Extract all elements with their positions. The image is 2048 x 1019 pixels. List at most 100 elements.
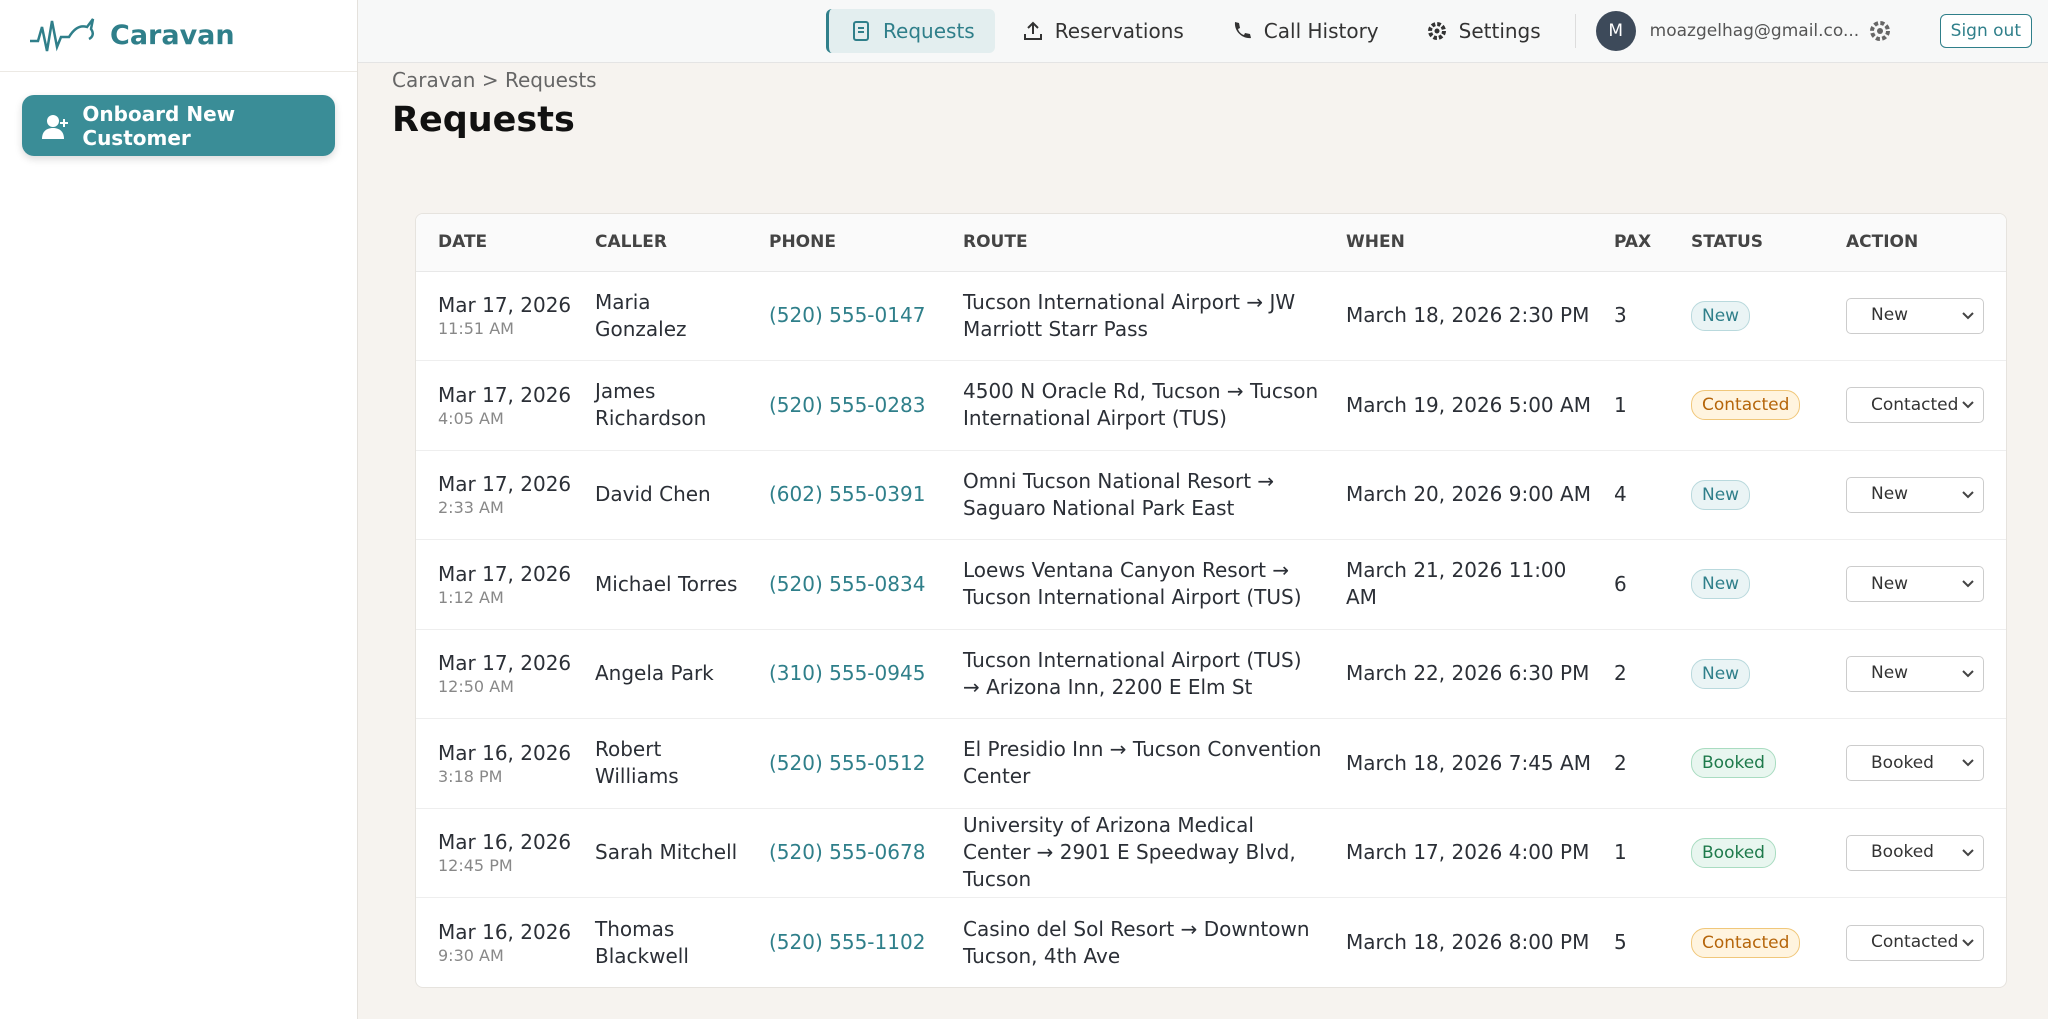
avatar[interactable]: M (1595, 11, 1636, 51)
caller: David Chen (573, 450, 747, 540)
status-pill: New (1691, 569, 1751, 600)
action-cell: Contacted (1824, 898, 2006, 988)
chevron (1962, 491, 1974, 499)
nav-icon (853, 21, 870, 41)
action-select[interactable]: Contacted (1846, 924, 1984, 961)
date-cell: Mar 17, 2026 12:50 AM (416, 629, 573, 719)
chevron (1962, 670, 1974, 678)
nav-label: Requests (883, 19, 975, 43)
status-cell: Contacted (1669, 898, 1824, 988)
pax: 1 (1592, 360, 1669, 451)
nav-item[interactable]: Settings (1405, 9, 1561, 53)
caller: Thomas Blackwell (595, 916, 689, 968)
phone[interactable]: (520) 555-0147 (747, 271, 941, 361)
nav-item[interactable]: Reservations (1001, 9, 1204, 53)
phone[interactable]: (520) 555-0678 (747, 808, 941, 898)
logo (30, 17, 95, 51)
nav-label: Settings (1458, 19, 1541, 43)
date-cell: Mar 17, 2026 4:05 AM (416, 360, 573, 451)
request-row: Mar 17, 2026 2:33 AM David Chen (602) 555-0… (416, 450, 2006, 540)
route: Omni Tucson National Resort → Saguaro Na… (941, 450, 1324, 540)
route: El Presidio Inn → Tucson Convention Cent… (941, 718, 1324, 809)
action-select[interactable]: New (1846, 297, 1984, 334)
pax: 2 (1592, 718, 1669, 809)
requests-table-card: DATE CALLER PHONE ROUTE WHEN PAX STATUS ACTION … (415, 213, 2007, 988)
chevron (1962, 759, 1974, 767)
phone[interactable]: (520) 555-0834 (747, 539, 941, 630)
when: March 18, 2026 8:00 PM (1346, 930, 1590, 954)
status-cell: New (1669, 450, 1824, 540)
action-cell: New (1824, 271, 2006, 361)
status-cell: New (1669, 629, 1824, 719)
status-pill: New (1691, 479, 1751, 510)
date-cell: Mar 16, 2026 3:18 PM (416, 718, 573, 809)
status-pill: Contacted (1691, 390, 1801, 421)
action-select[interactable]: New (1846, 476, 1984, 513)
phone[interactable]: (602) 555-0391 (747, 450, 941, 540)
action-value: New (1871, 484, 1909, 505)
date-cell: Mar 16, 2026 9:30 AM (416, 898, 573, 988)
chevron (1962, 312, 1974, 320)
date-cell: Mar 17, 2026 1:12 AM (416, 539, 573, 630)
nav-item[interactable]: Call History (1210, 9, 1399, 53)
caller: Sarah Mitchell (573, 808, 747, 898)
request-row: Mar 17, 2026 1:12 AM Michael Torres (520) 5… (416, 539, 2006, 630)
nav-icon (1023, 21, 1042, 40)
time: 3:18 PM (438, 766, 503, 786)
date-cell: Mar 16, 2026 12:45 PM (416, 808, 573, 898)
route: Tucson International Airport → JW Marrio… (941, 271, 1324, 361)
pax: 1 (1592, 808, 1669, 898)
route: Casino del Sol Resort → Downtown Tucson,… (963, 916, 1310, 968)
caller: Robert Williams (573, 718, 747, 809)
pax: 3 (1592, 271, 1669, 361)
gear-icon[interactable] (1868, 19, 1892, 43)
column-header: ROUTE (941, 214, 1324, 272)
action-value: Booked (1871, 752, 1934, 773)
nav-item[interactable]: Requests (826, 9, 995, 53)
action-value: New (1871, 573, 1909, 594)
request-row: Mar 16, 2026 12:45 PM Sarah Mitchell (520) … (416, 808, 2006, 898)
phone[interactable]: (520) 555-1102 (769, 930, 926, 954)
action-select[interactable]: New (1846, 655, 1984, 692)
date: Mar 17, 2026 (438, 561, 572, 586)
caller: Michael Torres (573, 539, 747, 630)
pax: 4 (1592, 450, 1669, 540)
action-value: Contacted (1871, 394, 1959, 415)
phone[interactable]: (310) 555-0945 (747, 629, 941, 719)
action-select[interactable]: Booked (1846, 834, 1984, 871)
status-pill: Contacted (1691, 927, 1801, 958)
action-select[interactable]: Booked (1846, 745, 1984, 782)
action-cell: New (1824, 629, 2006, 719)
date: Mar 16, 2026 (438, 740, 572, 765)
when: March 17, 2026 4:00 PM (1324, 808, 1592, 898)
request-row: Mar 16, 2026 3:18 PM Robert Williams (520) … (416, 718, 2006, 809)
onboard-button[interactable]: Onboard New Customer (22, 95, 335, 156)
phone[interactable]: (520) 555-0283 (747, 360, 941, 451)
request-row: Mar 17, 2026 12:50 AM Angela Park (310) 555… (416, 629, 2006, 719)
pax: 5 (1614, 930, 1627, 954)
date: Mar 17, 2026 (438, 293, 572, 318)
action-select[interactable]: New (1846, 566, 1984, 603)
when: March 20, 2026 9:00 AM (1324, 450, 1592, 540)
date: Mar 17, 2026 (438, 382, 572, 407)
action-select[interactable]: Contacted (1846, 387, 1984, 424)
route: University of Arizona Medical Center → 2… (941, 808, 1324, 898)
time: 2:33 AM (438, 498, 504, 518)
route: 4500 N Oracle Rd, Tucson → Tucson Intern… (941, 360, 1324, 451)
divider (1574, 14, 1576, 48)
user-email: moazgelhag@gmail.co... (1649, 21, 1860, 41)
action-value: New (1871, 305, 1909, 326)
phone[interactable]: (520) 555-0512 (747, 718, 941, 809)
column-header: CALLER (573, 214, 747, 272)
status-pill: New (1691, 658, 1751, 689)
status-cell: Booked (1669, 718, 1824, 809)
brand-bar: Caravan (0, 0, 357, 72)
table-body: Mar 17, 2026 11:51 AM Maria Gonzalez (520) … (416, 271, 2006, 988)
when: March 18, 2026 7:45 AM (1324, 718, 1592, 809)
header-row: DATE CALLER PHONE ROUTE WHEN PAX STATUS ACTION (416, 214, 2006, 272)
date-cell: Mar 17, 2026 11:51 AM (416, 271, 573, 361)
onboard-label: Onboard New Customer (82, 101, 236, 150)
pax: 6 (1592, 539, 1669, 630)
sign-out-button[interactable]: Sign out (1939, 14, 2032, 48)
